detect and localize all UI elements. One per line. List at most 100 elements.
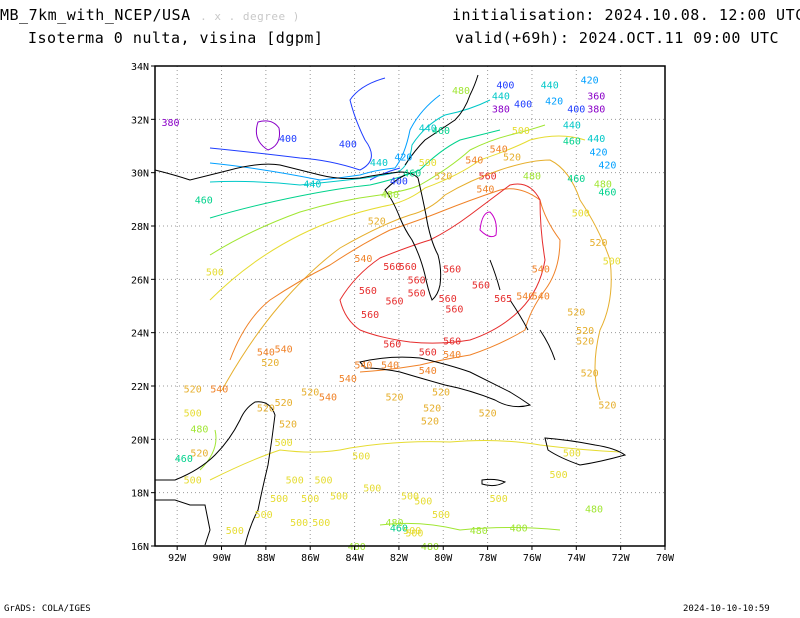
footer-credit: GrADS: COLA/IGES	[4, 604, 91, 614]
contour-label: 520	[479, 409, 497, 420]
contour-label: 500	[405, 529, 423, 540]
lon-tick-label: 84W	[346, 553, 365, 564]
contour-label: 540	[339, 374, 357, 385]
contour-label: 460	[175, 454, 193, 465]
lon-tick-label: 82W	[390, 553, 409, 564]
contour-380	[255, 120, 280, 151]
contour-label: 560	[443, 337, 461, 348]
contour-label: 500	[490, 494, 508, 505]
contour-label: 480	[385, 518, 403, 529]
contour-label: 540	[443, 350, 461, 361]
contour-400	[209, 77, 386, 171]
contour-540	[229, 188, 561, 373]
contour-label: 380	[161, 118, 179, 129]
contour-label: 500	[363, 483, 381, 494]
contour-label: 440	[587, 134, 605, 145]
lat-tick-label: 24N	[131, 329, 149, 340]
coast-jamaica	[481, 478, 507, 487]
contour-label: 500	[301, 494, 319, 505]
contour-label: 540	[419, 366, 437, 377]
lon-tick-label: 74W	[567, 553, 586, 564]
coast-central-america	[155, 499, 211, 546]
contour-label: 440	[419, 123, 437, 134]
contour-label: 500	[403, 526, 421, 537]
contour-label: 480	[523, 171, 541, 182]
contour-label: 460	[567, 174, 585, 185]
contour-label: 380	[587, 105, 605, 116]
contour-label: 560	[361, 310, 379, 321]
contour-460	[209, 129, 501, 219]
contour-label: 500	[286, 475, 304, 486]
contour-label: 560	[383, 262, 401, 273]
coast-hispaniola	[544, 437, 627, 466]
contour-label: 400	[514, 99, 532, 110]
lat-tick-label: 30N	[131, 169, 149, 180]
contour-label: 540	[532, 265, 550, 276]
contour-label: 520	[581, 369, 599, 380]
contour-label: 500	[603, 257, 621, 268]
contour-label: 400	[496, 81, 514, 92]
contour-label: 440	[541, 81, 559, 92]
coast-us-east	[404, 74, 479, 166]
contour-label: 520	[503, 153, 521, 164]
contour-label: 460	[195, 195, 213, 206]
contour-label: 560	[439, 294, 457, 305]
contour-label: 500	[270, 494, 288, 505]
contour-label: 540	[381, 361, 399, 372]
contour-label: 560	[443, 265, 461, 276]
header-variable: Isoterma 0 nulta, visina [dgpm]	[28, 29, 324, 47]
lat-tick-label: 32N	[131, 115, 149, 126]
contour-label: 500	[550, 470, 568, 481]
contour-label: 400	[390, 177, 408, 188]
axis-ticks: 34N 32N 30N 28N 26N 24N 22N 20N 18N 16N 92W 90W 88W 8…	[131, 62, 675, 564]
graticule-grid	[155, 66, 665, 546]
contour-label: 500	[330, 491, 348, 502]
contour-label: 540	[476, 185, 494, 196]
contour-label: 500	[184, 409, 202, 420]
contour-label: 400	[279, 134, 297, 145]
contour-label: 540	[275, 345, 293, 356]
lon-tick-label: 70W	[656, 553, 675, 564]
contour-label: 440	[492, 91, 510, 102]
contour-label: 540	[257, 347, 275, 358]
contour-label: 520	[567, 307, 585, 318]
contour-500-south	[209, 440, 621, 481]
contour-400-b	[369, 167, 401, 181]
contour-label: 540	[490, 145, 508, 156]
lon-tick-label: 86W	[301, 553, 320, 564]
contour-label: 520	[279, 419, 297, 430]
contour-label: 540	[354, 254, 372, 265]
contour-label: 480	[381, 190, 399, 201]
contour-label: 460	[563, 137, 581, 148]
contour-label: 540	[532, 291, 550, 302]
contour-label: 500	[401, 491, 419, 502]
contour-label: 500	[226, 526, 244, 537]
contour-label: 560	[383, 339, 401, 350]
contour-label: 520	[434, 171, 452, 182]
contour-label: 565	[494, 294, 512, 305]
coastlines	[154, 74, 627, 546]
lat-tick-label: 34N	[131, 62, 149, 73]
contour-label: 500	[512, 126, 530, 137]
contour-label: 500	[414, 497, 432, 508]
contour-label: 520	[589, 238, 607, 249]
contour-label: 380	[492, 105, 510, 116]
contour-label: 500	[419, 158, 437, 169]
contour-label: 480	[190, 425, 208, 436]
contour-label: 520	[423, 403, 441, 414]
contour-label: 480	[585, 505, 603, 516]
contour-label: 400	[339, 139, 357, 150]
contour-label: 560	[472, 281, 490, 292]
lon-tick-label: 78W	[479, 553, 498, 564]
contour-label: 500	[255, 510, 273, 521]
contour-label: 440	[563, 121, 581, 132]
contour-label: 480	[421, 542, 439, 553]
contour-label: 520	[576, 326, 594, 337]
coast-cuba	[359, 356, 532, 408]
contour-label: 520	[368, 217, 386, 228]
lon-tick-label: 80W	[434, 553, 453, 564]
contour-label: 520	[432, 387, 450, 398]
contour-label: 520	[301, 387, 319, 398]
contour-label: 520	[190, 449, 208, 460]
